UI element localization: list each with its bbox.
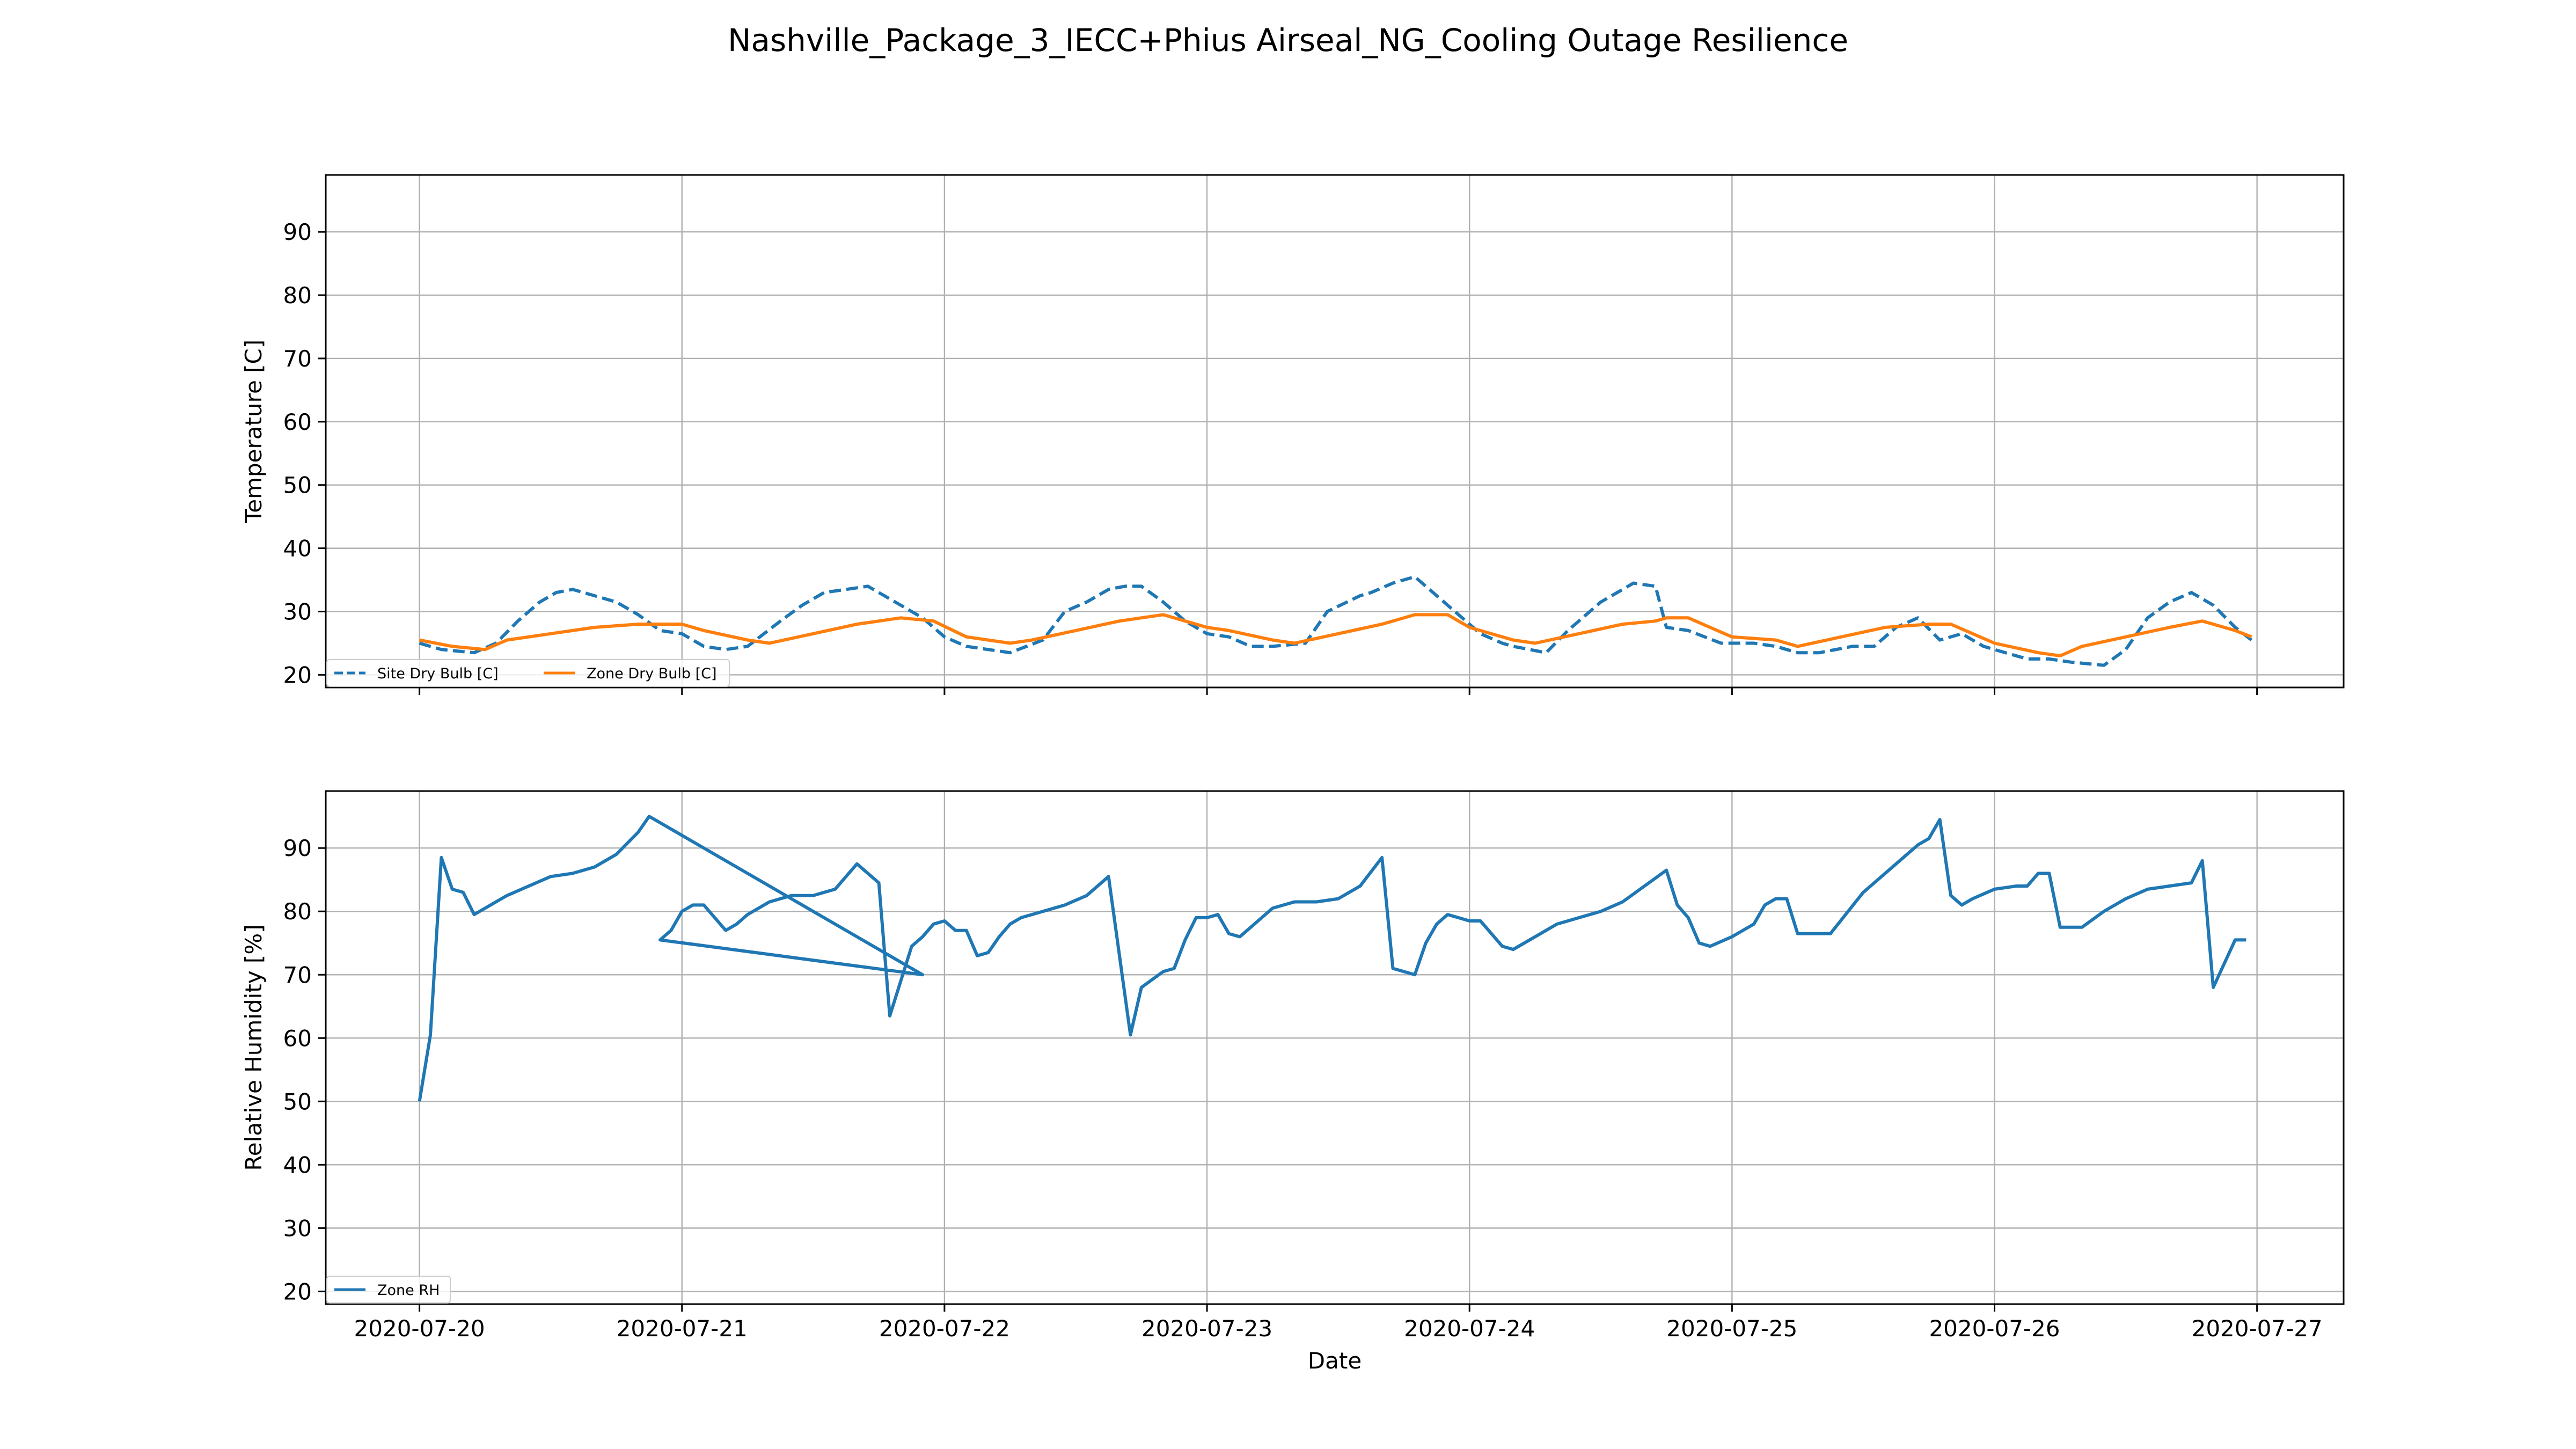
y-tick-label: 60: [283, 409, 312, 435]
series-line-zone-dry-bulb-c-: [419, 613, 2252, 657]
y-tick-label: 50: [283, 1088, 312, 1115]
x-axis-label: Date: [1308, 1348, 1362, 1374]
y-tick-label: 50: [283, 472, 312, 499]
axes-frame: [325, 174, 2345, 689]
legend-frame: [326, 1276, 451, 1304]
x-tick-label: 2020-07-24: [1404, 1315, 1535, 1342]
y-axis-label: Relative Humidity [%]: [240, 924, 267, 1170]
y-tick-label: 70: [283, 962, 312, 988]
axes-frame: [325, 790, 2345, 1305]
x-tick-label: 2020-07-21: [617, 1315, 748, 1342]
x-tick-label: 2020-07-20: [354, 1315, 485, 1342]
legend: Site Dry Bulb [C] Zone Dry Bulb [C]: [326, 659, 730, 687]
y-tick-label: 40: [283, 1152, 312, 1178]
y-tick-label: 40: [283, 536, 312, 562]
legend-label: Zone Dry Bulb [C]: [587, 665, 717, 682]
y-tick-label: 70: [283, 346, 312, 372]
series-line-site-dry-bulb-c-: [419, 575, 2253, 667]
y-tick-label: 80: [283, 898, 312, 925]
y-tick-label: 30: [283, 599, 312, 625]
series-line-zone-rh: [418, 815, 2246, 1102]
y-tick-label: 80: [283, 282, 312, 309]
x-tick-label: 2020-07-25: [1666, 1315, 1797, 1342]
temperature-axes: 20 30 40 50 60 70 80 90 Temperature [C] Site Dry …: [240, 174, 2345, 695]
x-tick-label: 2020-07-23: [1141, 1315, 1272, 1342]
legend-frame: [326, 659, 730, 687]
legend: Zone RH: [326, 1276, 451, 1304]
x-tick-label: 2020-07-22: [879, 1315, 1010, 1342]
legend-label: Zone RH: [377, 1282, 440, 1299]
y-tick-label: 60: [283, 1025, 312, 1051]
y-tick-label: 90: [283, 219, 312, 245]
y-tick-label: 20: [283, 1278, 312, 1305]
legend-label: Site Dry Bulb [C]: [377, 665, 499, 682]
y-tick-label: 90: [283, 835, 312, 861]
y-axis-label: Temperature [C]: [240, 340, 267, 524]
x-tick-label: 2020-07-26: [1929, 1315, 2060, 1342]
humidity-axes: 20 30 40 50 60 70 80 90 2020-07-20 2020-07-21 2020…: [240, 790, 2345, 1374]
y-tick-label: 30: [283, 1215, 312, 1241]
figure-title: Nashville_Package_3_IECC+Phius Airseal_N…: [728, 22, 1848, 58]
y-tick-label: 20: [283, 662, 312, 688]
x-tick-label: 2020-07-27: [2192, 1315, 2323, 1342]
